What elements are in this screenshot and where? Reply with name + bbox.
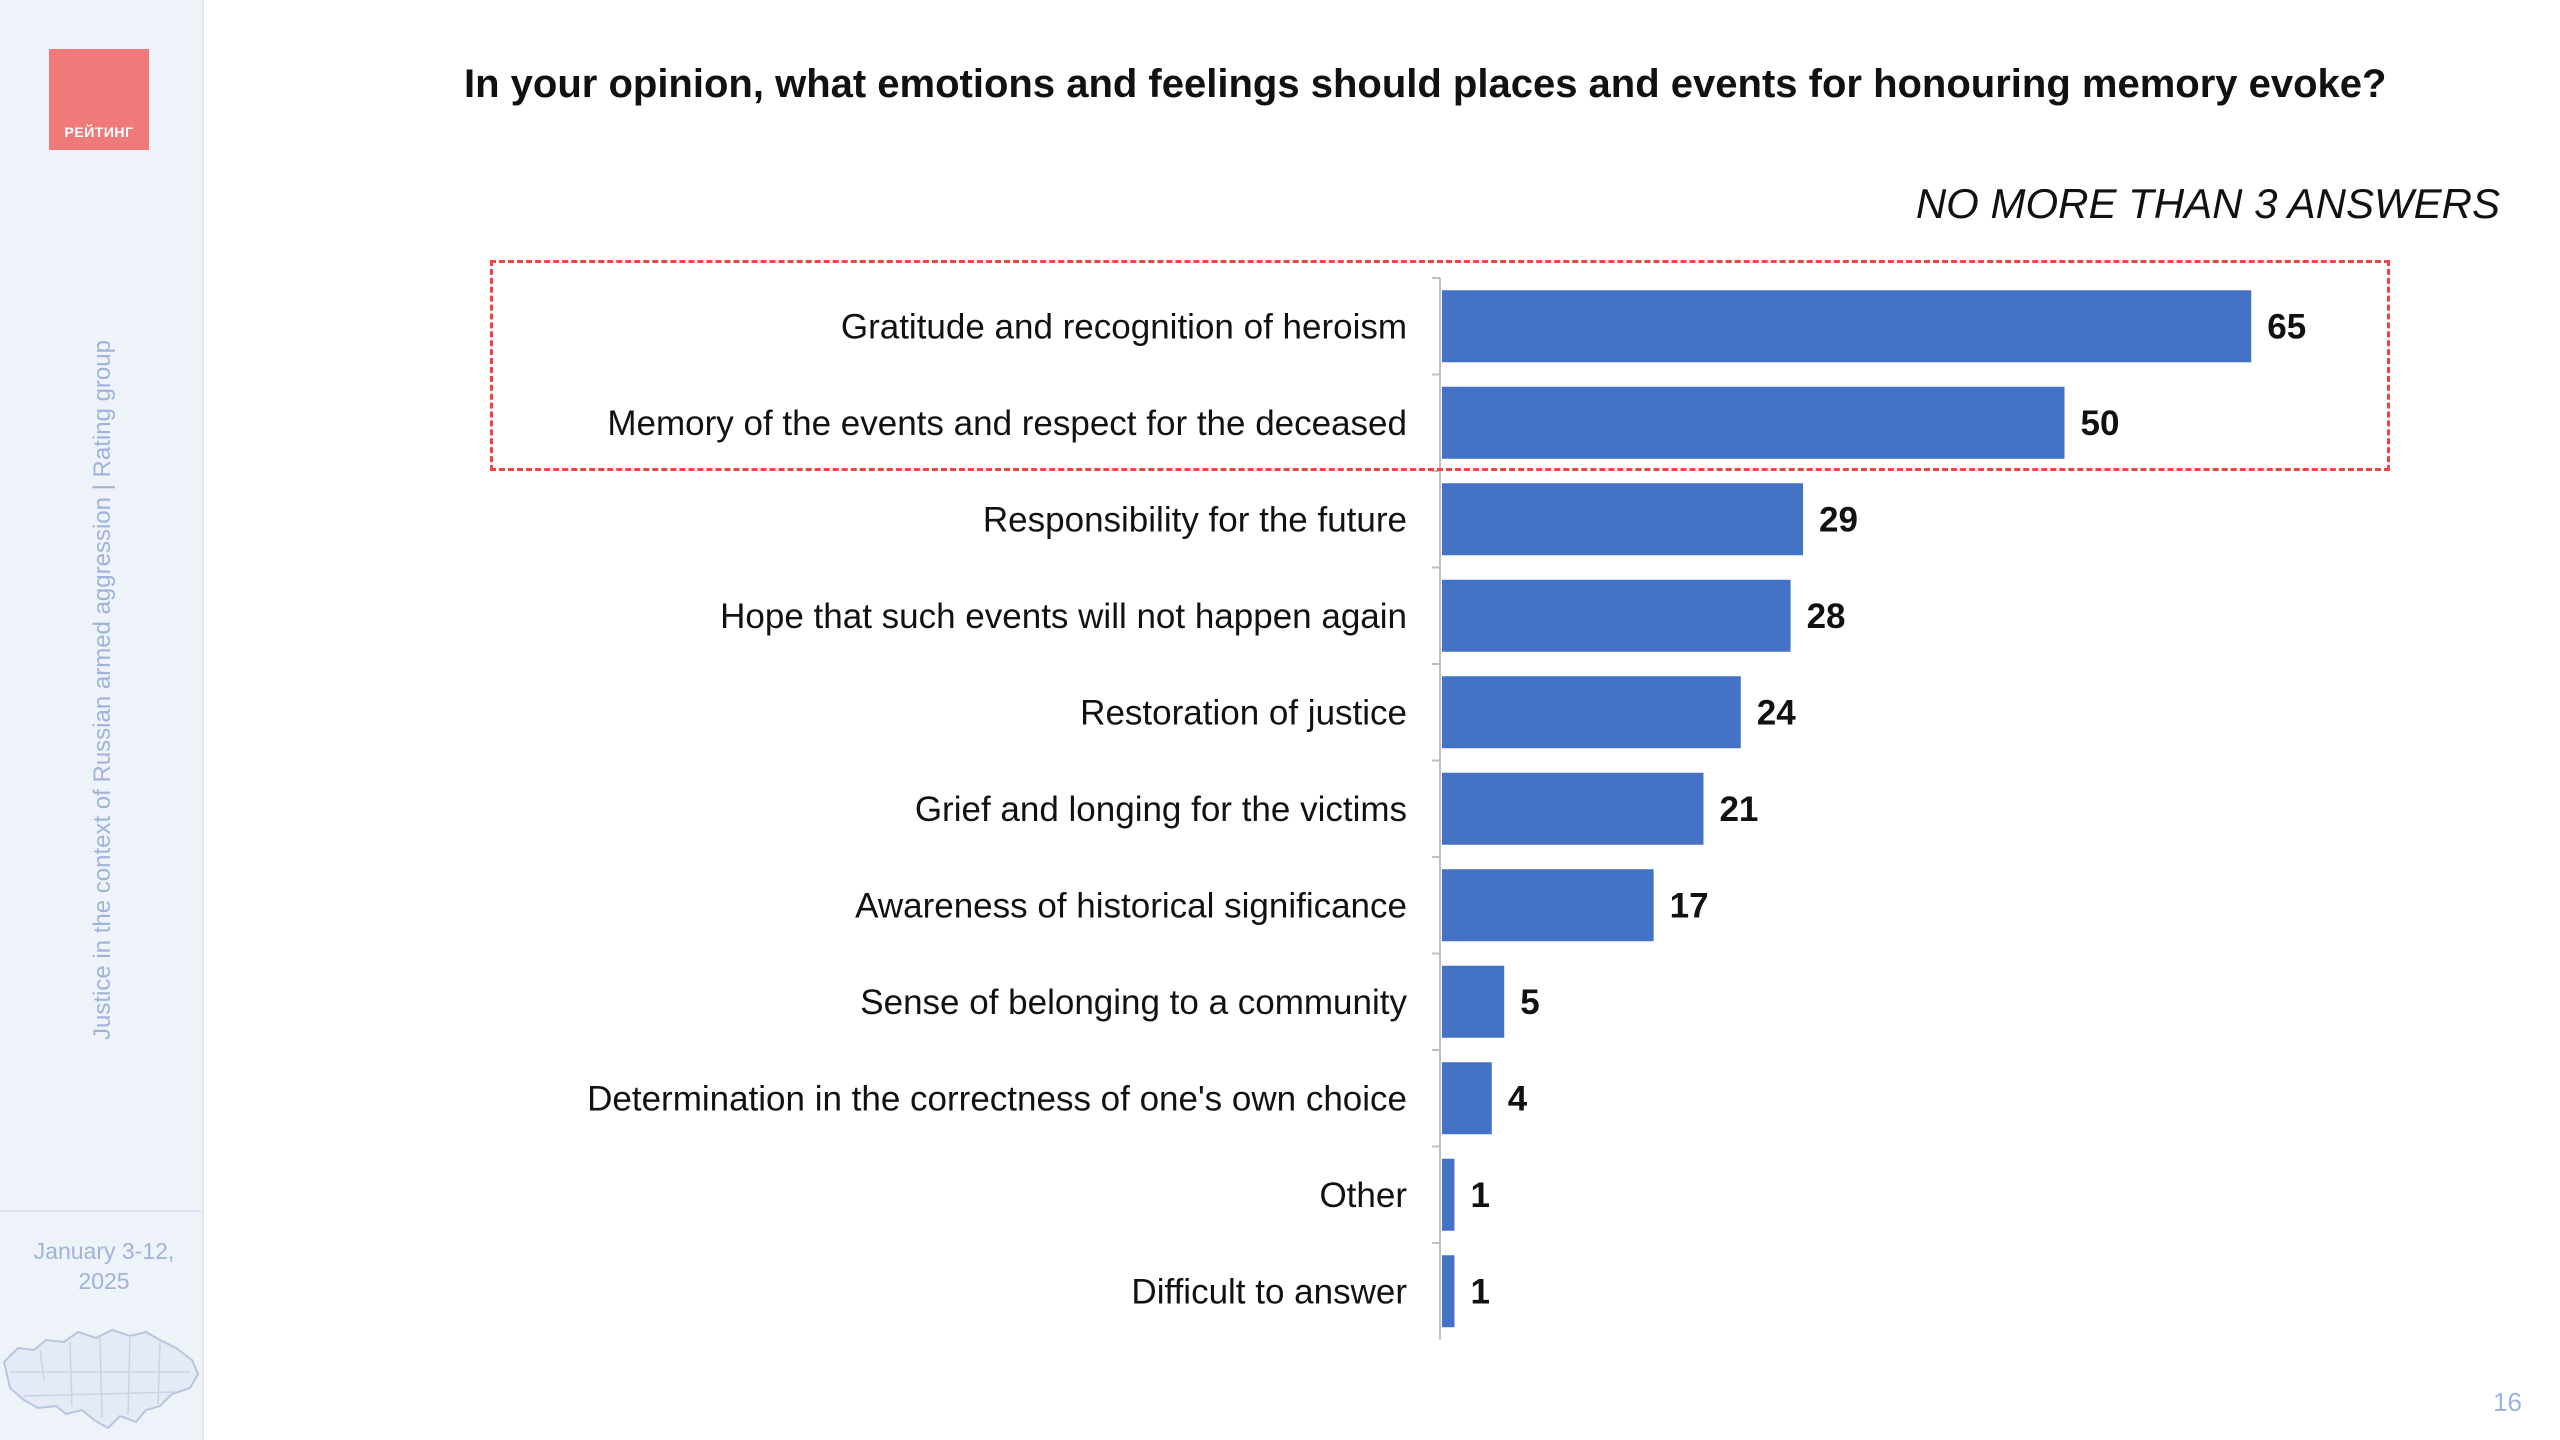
- bar: [1442, 483, 1804, 556]
- value-label: 21: [1719, 790, 1758, 829]
- value-label: 29: [1819, 500, 1858, 539]
- bar: [1442, 1255, 1455, 1328]
- value-label: 17: [1670, 886, 1709, 925]
- survey-date-line1: January 3-12,: [33, 1238, 175, 1264]
- survey-date: January 3-12, 2025: [0, 1236, 208, 1296]
- bar: [1442, 1158, 1455, 1231]
- category-label: Determination in the correctness of one'…: [587, 1079, 1407, 1118]
- category-label: Hope that such events will not happen ag…: [720, 597, 1407, 636]
- bar: [1442, 676, 1741, 749]
- category-label: Grief and longing for the victims: [915, 790, 1407, 829]
- category-label: Responsibility for the future: [983, 500, 1407, 539]
- ukraine-map-icon: [2, 1328, 200, 1430]
- survey-date-line2: 2025: [78, 1268, 130, 1294]
- value-label: 5: [1520, 983, 1539, 1022]
- chart-subtitle: NO MORE THAN 3 ANSWERS: [1915, 180, 2500, 227]
- value-label: 28: [1807, 597, 1846, 636]
- logo-text: РЕЙТИНГ: [64, 124, 134, 140]
- chart-title: In your opinion, what emotions and feeli…: [464, 62, 2387, 106]
- category-label: Restoration of justice: [1080, 693, 1407, 732]
- bar: [1442, 386, 2065, 459]
- category-label: Awareness of historical significance: [855, 886, 1407, 925]
- category-label: Difficult to answer: [1131, 1272, 1407, 1311]
- value-label: 65: [2267, 307, 2306, 346]
- bar: [1442, 772, 1704, 845]
- highlight-box: [490, 260, 2390, 471]
- sidebar-divider: [0, 1210, 202, 1212]
- bar: [1442, 579, 1791, 652]
- rating-logo: РЕЙТИНГ: [49, 49, 149, 150]
- bar: [1442, 965, 1505, 1038]
- sidebar: РЕЙТИНГ Justice in the context of Russia…: [0, 0, 204, 1440]
- bar: [1442, 290, 2252, 363]
- value-label: 1: [1470, 1176, 1489, 1215]
- page-number: 16: [2493, 1387, 2522, 1417]
- value-label: 24: [1757, 693, 1796, 732]
- bar: [1442, 869, 1654, 942]
- category-label: Other: [1319, 1176, 1407, 1215]
- value-label: 4: [1508, 1079, 1528, 1118]
- value-label: 50: [2081, 404, 2120, 443]
- category-label: Memory of the events and respect for the…: [607, 404, 1407, 443]
- bar: [1442, 1062, 1492, 1135]
- category-label: Gratitude and recognition of heroism: [841, 307, 1407, 346]
- category-label: Sense of belonging to a community: [860, 983, 1407, 1022]
- value-label: 1: [1470, 1272, 1489, 1311]
